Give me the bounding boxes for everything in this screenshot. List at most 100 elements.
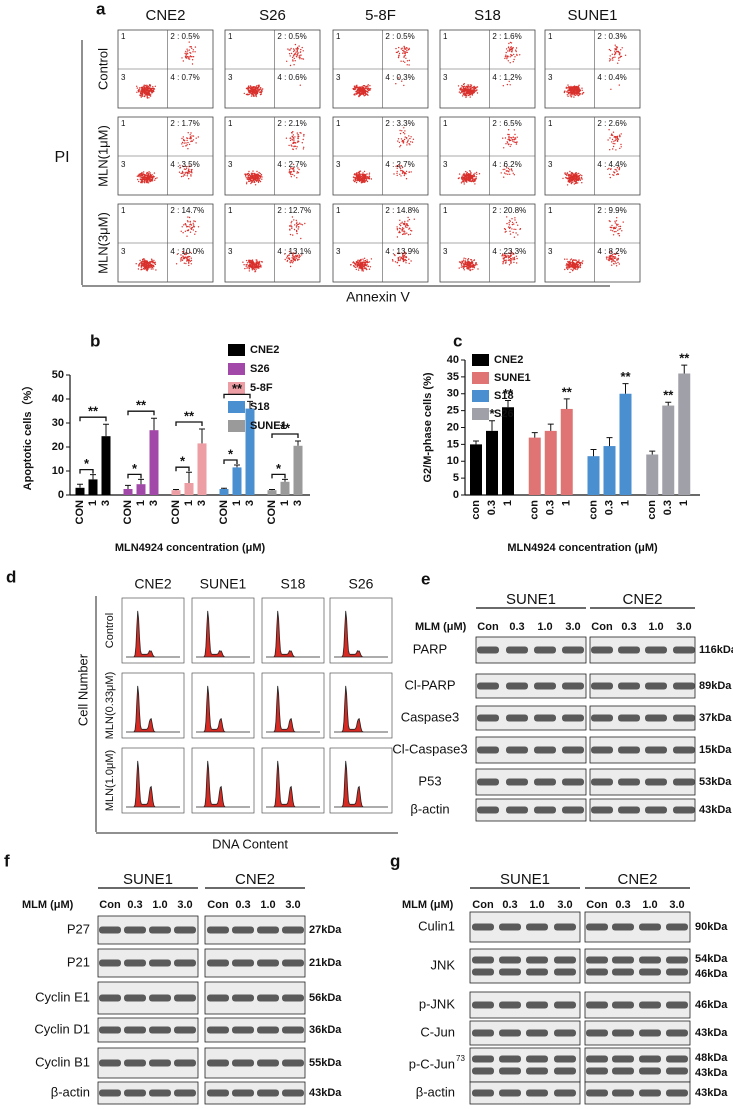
dot <box>477 86 478 87</box>
dot <box>508 46 509 47</box>
dot <box>297 134 298 135</box>
dot <box>514 141 515 142</box>
band <box>534 715 556 722</box>
y-tick-label: 15 <box>447 438 459 450</box>
dot <box>183 175 184 176</box>
dot <box>459 261 460 262</box>
dot <box>186 49 187 50</box>
quadrant-value: 2 : 0.5% <box>277 32 306 41</box>
dot <box>511 51 512 52</box>
dot <box>611 225 612 226</box>
dot <box>250 176 251 177</box>
dot <box>468 180 469 181</box>
dot <box>512 139 513 140</box>
dot <box>571 258 572 259</box>
dot <box>181 143 182 144</box>
row-label: JNK <box>430 957 455 972</box>
dot <box>181 138 182 139</box>
band <box>99 1060 121 1067</box>
dot <box>359 172 360 173</box>
dot <box>476 172 477 173</box>
dot <box>404 55 405 56</box>
dot <box>143 92 144 93</box>
dot <box>612 174 613 175</box>
error-bar <box>77 484 83 488</box>
dot <box>261 179 262 180</box>
dot <box>258 177 259 178</box>
band <box>666 924 688 931</box>
dot <box>615 227 616 228</box>
dot <box>519 229 520 230</box>
dot <box>568 178 569 179</box>
dot <box>256 93 257 94</box>
error-bar <box>295 441 301 446</box>
dot <box>294 50 295 51</box>
panel-letter: a <box>96 0 106 18</box>
band <box>124 960 146 967</box>
dot <box>189 41 190 42</box>
dot <box>142 88 143 89</box>
dot <box>297 47 298 48</box>
band <box>99 927 121 934</box>
dot <box>176 263 177 264</box>
dot <box>151 92 152 93</box>
error-bar <box>90 475 96 480</box>
dot <box>467 84 468 85</box>
dot <box>188 229 189 230</box>
dot <box>290 140 291 141</box>
dot <box>145 91 146 92</box>
dot <box>152 261 153 262</box>
dot <box>248 89 249 90</box>
dot <box>143 171 144 172</box>
row-label: Culin1 <box>418 918 455 933</box>
dot <box>254 271 255 272</box>
band <box>174 1060 196 1067</box>
x-tick-label: 1 <box>561 500 573 506</box>
quadrant-label: 3 <box>443 73 448 82</box>
dot <box>369 173 370 174</box>
dot <box>406 142 407 143</box>
dot <box>582 263 583 264</box>
dot <box>260 173 261 174</box>
dot <box>193 223 194 224</box>
band <box>472 969 494 976</box>
quadrant-label: 1 <box>548 119 553 128</box>
dot <box>299 257 300 258</box>
dot <box>369 85 370 86</box>
dot <box>366 269 367 270</box>
quadrant-value: 2 : 6.5% <box>492 119 521 128</box>
dot <box>254 265 255 266</box>
dot <box>608 129 609 130</box>
band <box>526 1068 548 1075</box>
dot <box>514 137 515 138</box>
dot <box>620 226 621 227</box>
dot <box>358 179 359 180</box>
dot <box>517 137 518 138</box>
dot <box>136 86 137 87</box>
band <box>586 924 608 931</box>
blot-box <box>585 1048 690 1082</box>
significance: ** <box>136 398 147 413</box>
dot <box>507 174 508 175</box>
dot <box>137 176 138 177</box>
band <box>586 1090 608 1097</box>
dot <box>400 228 401 229</box>
quadrant-value: 4 : 0.7% <box>170 73 199 82</box>
dot <box>367 94 368 95</box>
dot <box>512 257 513 258</box>
dot <box>146 261 147 262</box>
dot <box>367 266 368 267</box>
dot <box>474 183 475 184</box>
dot <box>475 263 476 264</box>
dot <box>183 224 184 225</box>
dot <box>254 174 255 175</box>
y-tick-label: 30 <box>447 388 459 400</box>
dot <box>401 138 402 139</box>
kda-label: 54kDa <box>695 953 728 965</box>
dot <box>513 223 514 224</box>
x-tick-label: 1 <box>231 500 243 506</box>
dot <box>143 261 144 262</box>
band <box>499 1090 521 1097</box>
dot <box>293 64 294 65</box>
legend-swatch <box>472 408 489 420</box>
